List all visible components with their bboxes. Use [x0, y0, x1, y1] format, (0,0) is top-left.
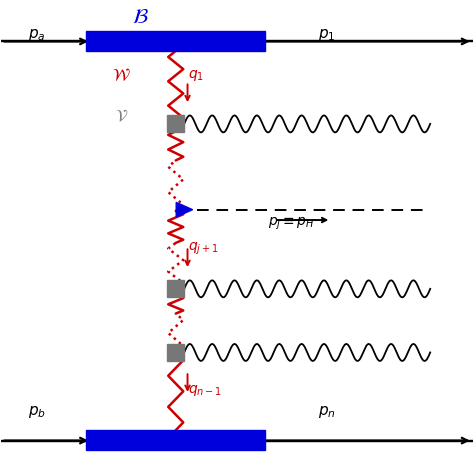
Bar: [86, 31, 265, 51]
Text: $\mathcal{V}$: $\mathcal{V}$: [115, 109, 128, 125]
Text: $p_a$: $p_a$: [28, 27, 46, 43]
Bar: [167, 344, 184, 361]
Text: $p_1$: $p_1$: [318, 27, 335, 43]
Text: $p_n$: $p_n$: [318, 404, 336, 420]
Bar: [86, 430, 265, 450]
Bar: [167, 280, 184, 297]
Text: $q_1$: $q_1$: [188, 68, 203, 83]
Text: $q_{j+1}$: $q_{j+1}$: [188, 241, 218, 257]
Text: $\mathcal{B}$: $\mathcal{B}$: [132, 9, 149, 27]
Bar: [167, 116, 184, 132]
Text: $p_j \equiv p_H$: $p_j \equiv p_H$: [268, 216, 315, 232]
Text: $p_b$: $p_b$: [28, 404, 46, 420]
Text: $\mathcal{W}$: $\mathcal{W}$: [112, 67, 131, 84]
Text: $q_{n-1}$: $q_{n-1}$: [188, 383, 222, 398]
Polygon shape: [176, 202, 192, 217]
